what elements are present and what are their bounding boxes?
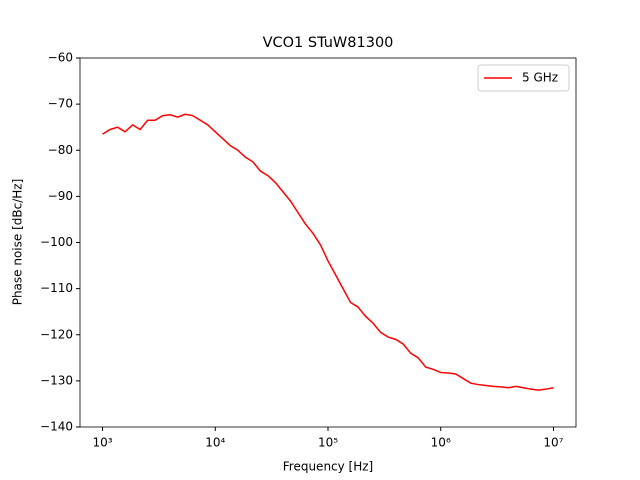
x-tick-label: 10⁷	[543, 436, 563, 450]
y-tick-label: −140	[40, 420, 73, 434]
data-line	[102, 113, 554, 391]
x-tick-label: 10⁴	[205, 436, 225, 450]
chart-title: VCO1 STuW81300	[263, 35, 394, 51]
x-axis-label: Frequency [Hz]	[283, 460, 374, 474]
y-tick-label: −60	[48, 51, 73, 65]
y-tick-label: −90	[48, 189, 73, 203]
y-tick-label: −110	[40, 281, 73, 295]
y-tick-label: −130	[40, 373, 73, 387]
y-tick-label: −80	[48, 143, 73, 157]
legend-box	[477, 64, 570, 92]
y-tick-label: −100	[40, 235, 73, 249]
x-tick-label: 10³	[92, 436, 112, 450]
y-tick-label: −120	[40, 327, 73, 341]
plot-frame	[79, 57, 577, 428]
x-tick-label: 10⁶	[431, 436, 451, 450]
y-tick-label: −70	[48, 97, 73, 111]
y-axis-label: Phase noise [dBc/Hz]	[11, 179, 25, 306]
x-tick-label: 10⁵	[318, 436, 338, 450]
legend-label: 5 GHz	[522, 71, 558, 85]
